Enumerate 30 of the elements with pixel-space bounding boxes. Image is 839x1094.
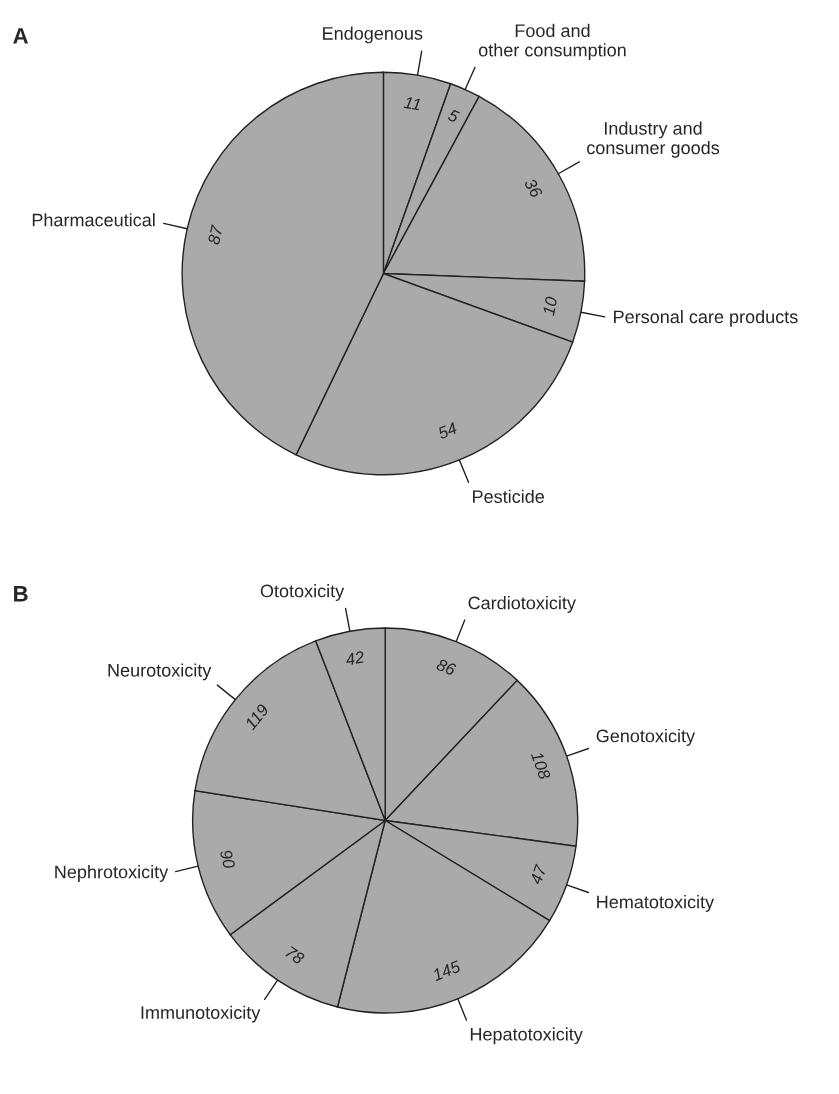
data-label: 47 [529, 863, 547, 886]
data-label: 87 [207, 224, 224, 246]
slice-label: Genotoxicity [596, 729, 696, 746]
data-label: 119 [244, 703, 270, 731]
data-label: 5 [447, 108, 461, 124]
chart-title: B [14, 586, 28, 602]
slice-label: Nephrotoxicity [55, 865, 169, 882]
data-label: 108 [530, 750, 551, 781]
slice-label: Hematotoxicity [597, 895, 715, 912]
data-label: 90 [219, 849, 236, 870]
slice-label: Ototoxicity [260, 584, 345, 601]
slice-label: Neurotoxicity [108, 663, 212, 681]
slice-label: Pesticide [473, 489, 544, 504]
slice-label: Hepatotoxicity [470, 1027, 583, 1045]
slice-label: Food and other consumption [478, 23, 626, 61]
chart-title: A [13, 28, 29, 44]
slice-label: Endogenous [323, 26, 423, 44]
data-label: 10 [542, 296, 558, 316]
slice-label: Personal care products [614, 309, 798, 327]
data-label: 36 [523, 177, 544, 199]
data-label: 78 [284, 945, 306, 966]
slice-label: Pharmaceutical [32, 213, 155, 227]
data-label: 54 [437, 422, 458, 440]
data-label: 86 [435, 658, 457, 676]
slice-label: Industry and consumer goods [587, 121, 720, 158]
slice-label: Immunotoxicity [141, 1005, 261, 1023]
slice-label: Cardiotoxicity [468, 596, 576, 613]
data-label: 42 [344, 650, 365, 666]
data-label: 145 [431, 960, 462, 982]
data-label: 11 [403, 96, 421, 111]
